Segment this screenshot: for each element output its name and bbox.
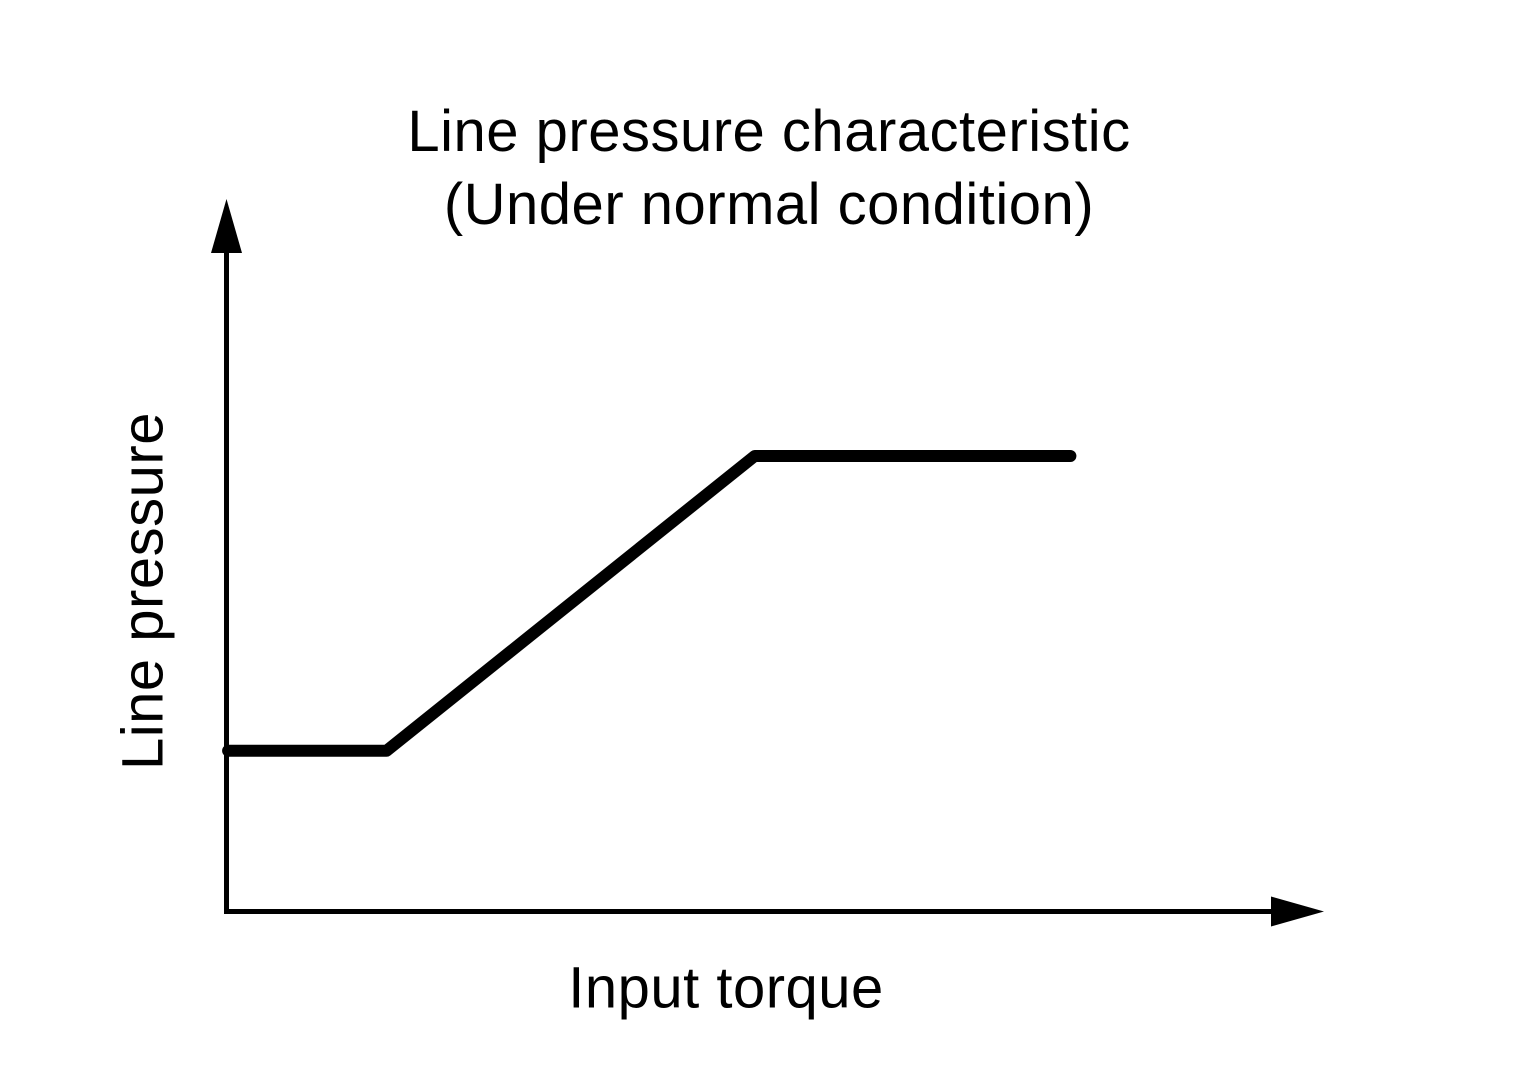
chart-title-line2: (Under normal condition) xyxy=(443,172,1095,237)
chart-title-line1: Line pressure characteristic xyxy=(407,99,1131,164)
y-axis-arrowhead xyxy=(211,199,242,253)
chart-title: Line pressure characteristic (Under norm… xyxy=(0,95,1538,241)
x-axis-label: Input torque xyxy=(568,955,884,1021)
line-pressure-curve xyxy=(222,450,1077,757)
x-axis-arrowhead xyxy=(1271,896,1324,927)
